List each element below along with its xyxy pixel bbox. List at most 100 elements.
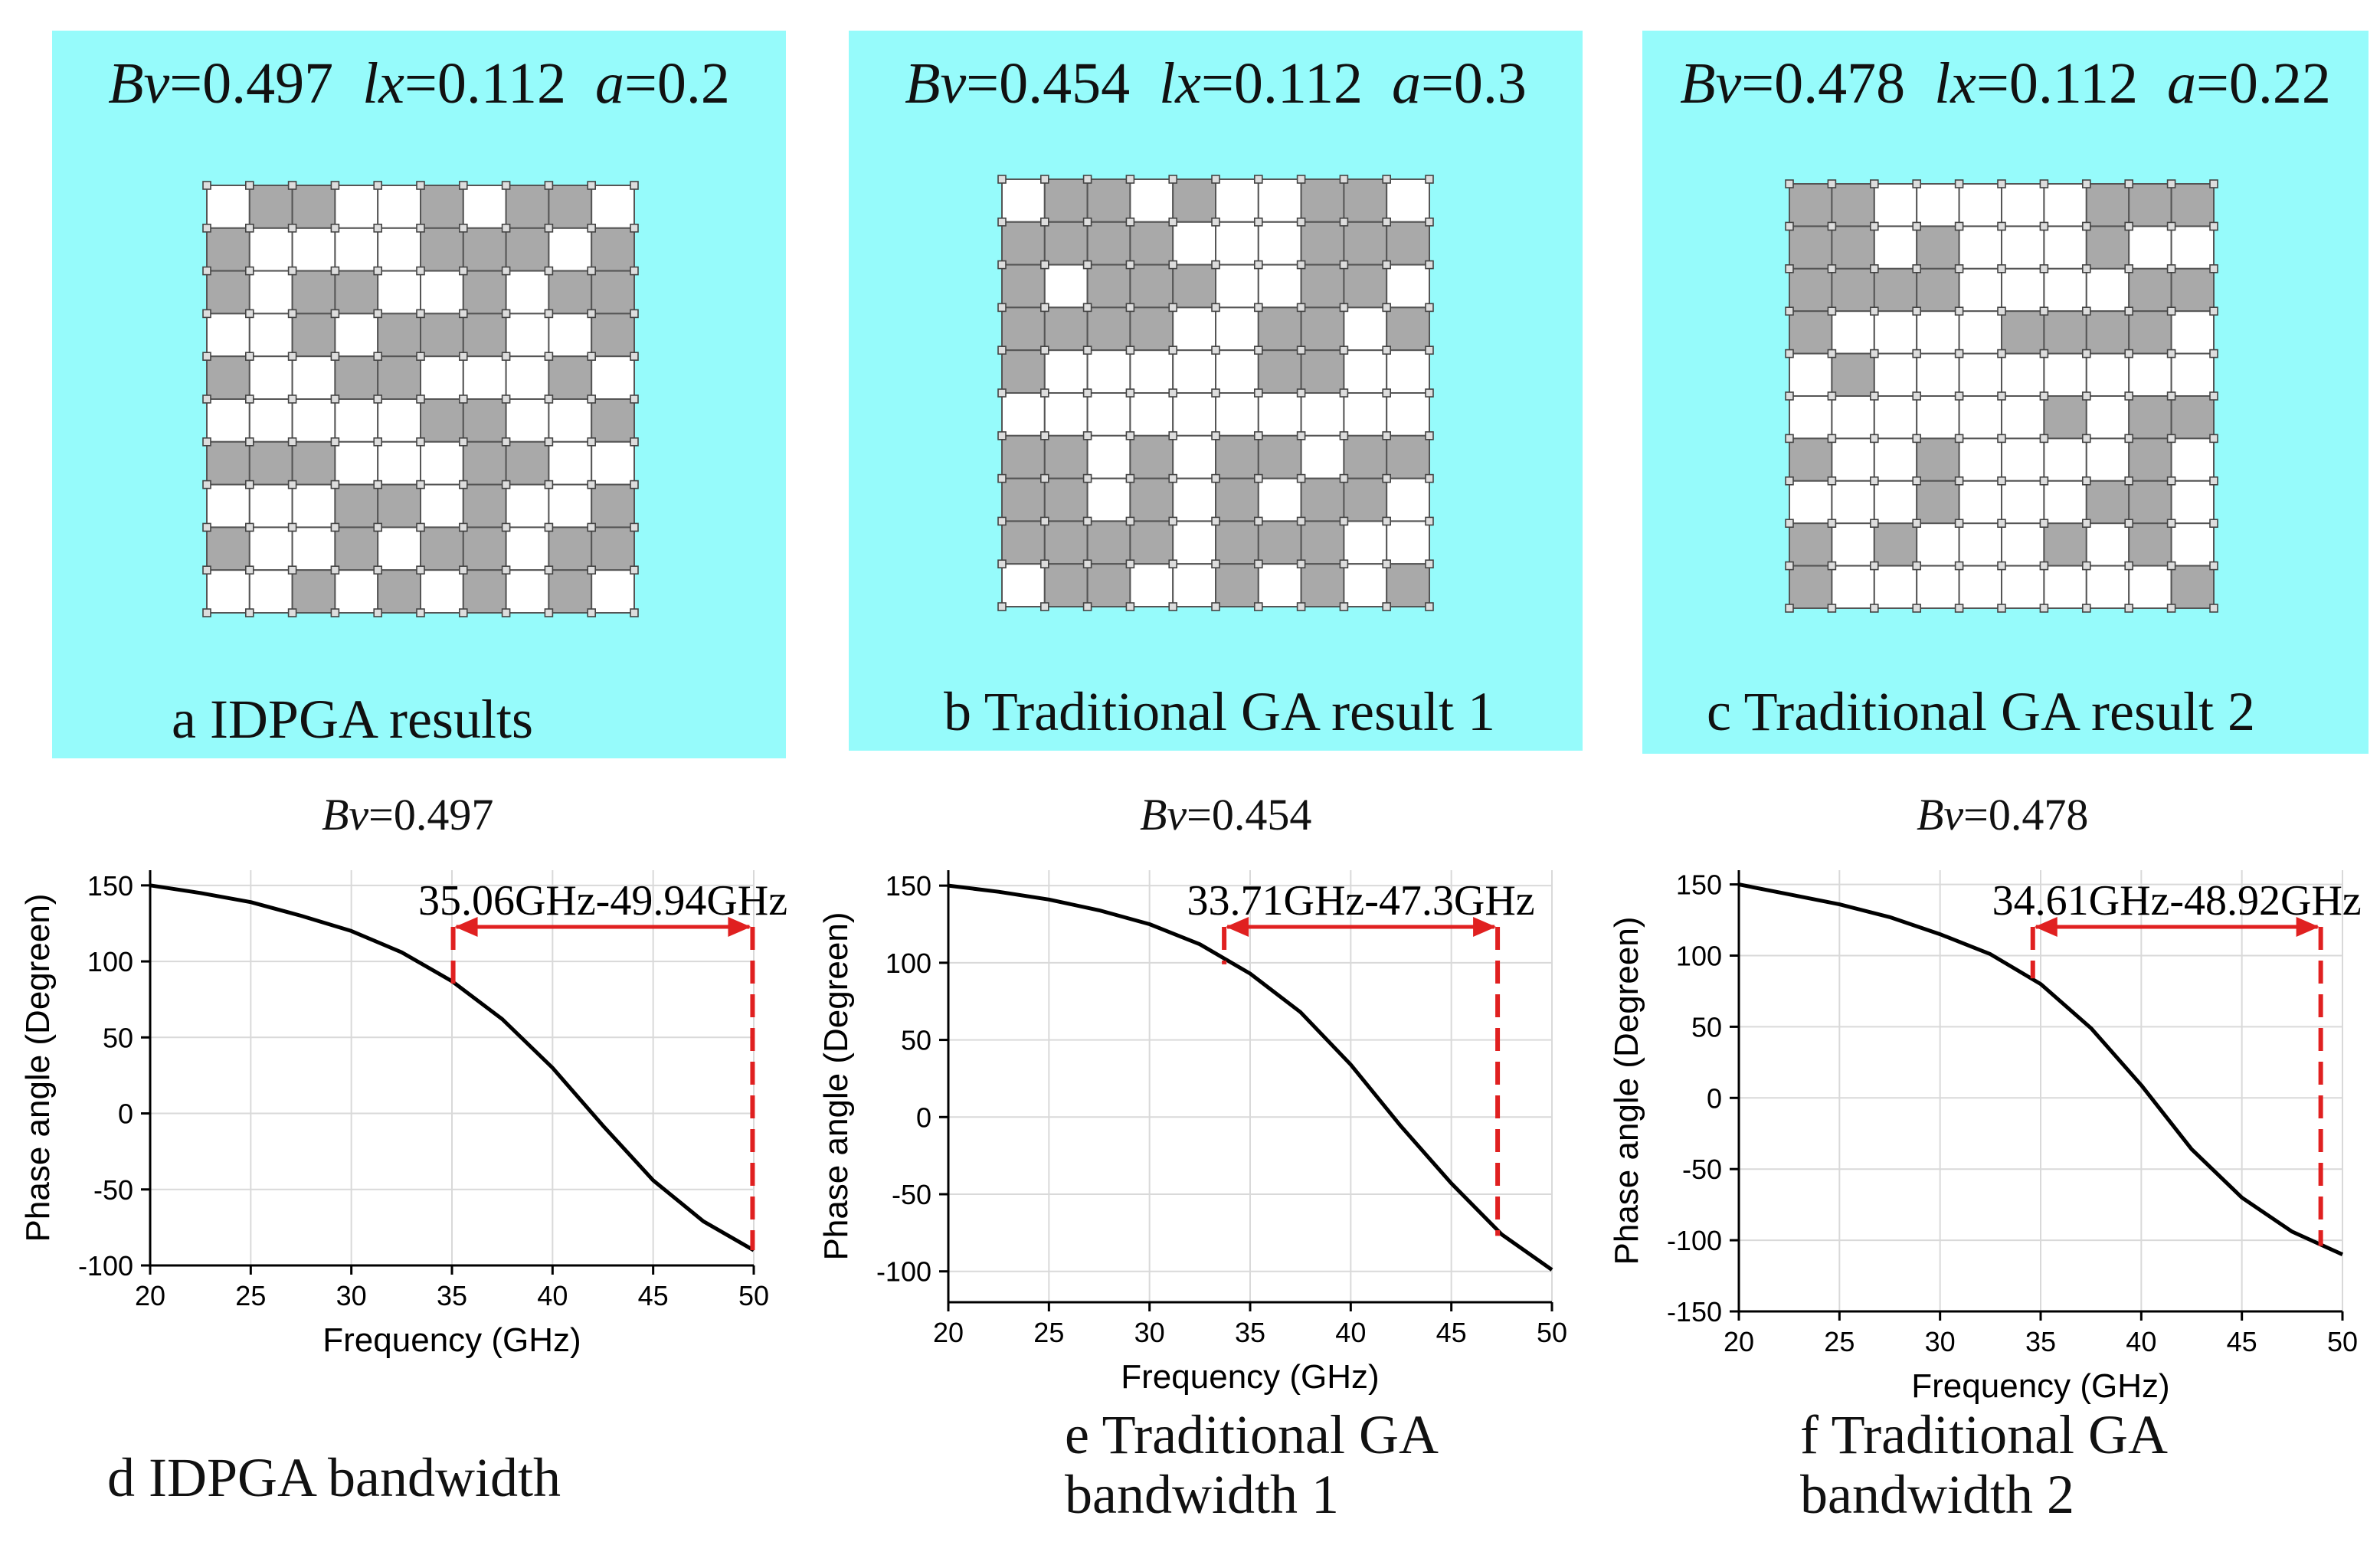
grid-node xyxy=(1954,561,1964,571)
grid-node xyxy=(1997,306,2006,316)
grid-node xyxy=(544,352,554,361)
grid-cell xyxy=(591,313,636,358)
grid-node xyxy=(1211,559,1220,569)
chart-e-caption-text: e Traditional GA bandwidth 1 xyxy=(1065,1404,1436,1525)
phase-chart-e: 20 25 30 35 40 45 50 -100 -50 0 50 100 150 Frequency … xyxy=(817,870,1567,1396)
grid-cell xyxy=(1129,392,1174,437)
grid-node xyxy=(1125,516,1135,526)
grid-cell xyxy=(1873,352,1918,398)
bv-var: Bv xyxy=(108,51,170,116)
grid-node xyxy=(202,437,211,447)
grid-node xyxy=(587,608,597,617)
grid-cell xyxy=(2170,225,2215,270)
band-label: 35.06GHz-49.94GHz xyxy=(418,877,787,925)
grid-node xyxy=(1211,345,1220,355)
grid-node xyxy=(373,608,382,617)
grid-cell xyxy=(1172,477,1216,522)
grid-node xyxy=(1912,434,1921,444)
grid-node xyxy=(1870,306,1879,316)
chart-f-title: Bv=0.478 xyxy=(1917,789,2088,840)
grid-node xyxy=(501,223,511,233)
grid-node xyxy=(458,565,468,575)
grid-node xyxy=(1954,179,1964,188)
topology-panel-b: Bv=0.454 lx=0.112 a=0.3 b Traditional GA… xyxy=(849,31,1583,751)
grid-cell xyxy=(1257,520,1302,565)
grid-node xyxy=(2039,221,2049,231)
chart-e-caption: e Traditional GA bandwidth 1 xyxy=(1065,1405,1524,1524)
grid-node xyxy=(1039,430,1049,440)
grid-node xyxy=(1211,175,1220,184)
grid-node xyxy=(1253,430,1263,440)
grid-node xyxy=(1296,345,1306,355)
grid-node xyxy=(1168,516,1177,526)
grid-cell xyxy=(248,398,293,443)
grid-node xyxy=(1382,388,1392,398)
grid-node xyxy=(1168,559,1177,569)
y-tick-label: 150 xyxy=(886,870,931,902)
grid-node xyxy=(1827,476,1837,486)
grid-cell xyxy=(334,398,379,443)
grid-node xyxy=(373,352,382,361)
phase-chart-d: 20 25 30 35 40 45 50 -100 -50 0 50 100 150 Frequency … xyxy=(19,870,787,1359)
grid-cell xyxy=(1215,434,1259,480)
grid-node xyxy=(1082,473,1092,483)
grid-node xyxy=(416,223,425,233)
grid-cell xyxy=(1172,563,1216,608)
grid-node xyxy=(1125,303,1135,313)
grid-node xyxy=(1253,473,1263,483)
grid-cell xyxy=(1001,221,1046,266)
grid-cell xyxy=(420,313,464,358)
grid-node xyxy=(544,608,554,617)
grid-cell xyxy=(248,483,293,529)
grid-cell xyxy=(2001,310,2045,355)
grid-node xyxy=(1997,604,2006,613)
grid-node xyxy=(1039,516,1049,526)
grid-node xyxy=(1339,260,1349,270)
grid-node xyxy=(2124,349,2134,358)
grid-node xyxy=(1425,473,1434,483)
grid-node xyxy=(244,480,254,489)
grid-cell xyxy=(2001,437,2045,482)
grid-cell xyxy=(1789,480,1833,525)
band-label: 33.71GHz-47.3GHz xyxy=(1187,877,1535,925)
chart-d-title: Bv=0.497 xyxy=(322,789,493,840)
grid-node xyxy=(1125,473,1135,483)
grid-cell xyxy=(377,569,421,614)
grid-node xyxy=(1912,264,1921,273)
x-tick-label: 30 xyxy=(1925,1326,1956,1357)
grid-node xyxy=(2209,179,2218,188)
grid-node xyxy=(2124,221,2134,231)
grid-node xyxy=(1785,391,1794,401)
grid-cell xyxy=(420,270,464,315)
grid-node xyxy=(2039,264,2049,273)
grid-node xyxy=(2039,349,2049,358)
grid-node xyxy=(1339,303,1349,313)
grid-node xyxy=(1296,516,1306,526)
grid-node xyxy=(1382,602,1392,611)
x-tick-label: 50 xyxy=(738,1280,769,1311)
grid-node xyxy=(202,266,211,276)
grid-node xyxy=(630,480,639,489)
grid-node xyxy=(544,266,554,276)
grid-node xyxy=(1296,217,1306,227)
grid-cell xyxy=(2085,310,2130,355)
grid-node xyxy=(1382,260,1392,270)
grid-node xyxy=(330,223,340,233)
grid-cell xyxy=(1300,264,1345,309)
grid-node xyxy=(416,352,425,361)
grid-cell xyxy=(1129,563,1174,608)
grid-node xyxy=(587,223,597,233)
grid-node xyxy=(1912,179,1921,188)
grid-node xyxy=(501,394,511,404)
chart-d-title-var: Bv xyxy=(322,790,369,840)
grid-node xyxy=(373,437,382,447)
grid-cell xyxy=(248,270,293,315)
grid-cell xyxy=(591,569,636,614)
y-tick-label: 50 xyxy=(1691,1011,1722,1043)
topology-grid-c xyxy=(1785,179,2218,613)
grid-node xyxy=(2124,179,2134,188)
grid-cell xyxy=(1300,434,1345,480)
grid-node xyxy=(2166,264,2176,273)
grid-node xyxy=(997,175,1007,184)
grid-cell xyxy=(1001,264,1046,309)
